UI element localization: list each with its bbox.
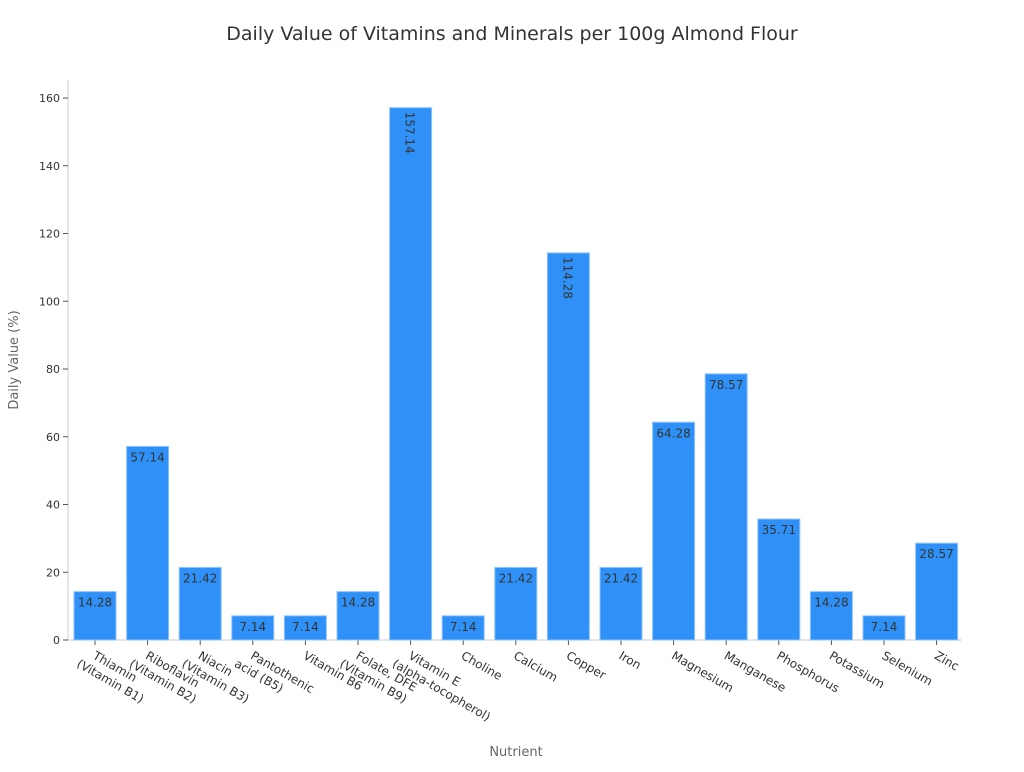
x-tick-label: Calcium (511, 648, 560, 684)
y-tick-label: 40 (46, 499, 60, 512)
bar (73, 591, 117, 641)
y-tick-label: 80 (46, 363, 60, 376)
x-tick-label: Zinc (932, 648, 961, 673)
data-label: 7.14 (292, 620, 319, 634)
y-tick-label: 160 (39, 92, 60, 105)
data-label: 21.42 (604, 571, 638, 585)
chart-title: Daily Value of Vitamins and Minerals per… (226, 23, 798, 45)
y-tick-label: 20 (46, 566, 60, 579)
x-axis-label: Nutrient (489, 745, 542, 760)
bar (915, 542, 959, 641)
data-label: 78.57 (709, 378, 743, 392)
x-tick-label: Choline (459, 648, 505, 683)
bar (283, 615, 327, 641)
bar (441, 615, 485, 641)
data-label: 28.57 (919, 547, 953, 561)
x-tick-label-line: Choline (459, 648, 505, 683)
x-tick-label-line: Selenium (880, 648, 935, 688)
y-axis-label: Daily Value (%) (7, 310, 22, 409)
data-label: 57.14 (130, 450, 164, 464)
x-tick-label: Selenium (880, 648, 935, 688)
y-tick-label: 140 (39, 160, 60, 173)
data-label: 114.28 (560, 257, 574, 299)
bar (389, 107, 433, 641)
data-label: 7.14 (239, 620, 266, 634)
data-label: 14.28 (814, 596, 848, 610)
bar (809, 591, 853, 641)
data-label: 7.14 (450, 620, 477, 634)
x-tick-label: Iron (617, 648, 644, 672)
data-label: 14.28 (78, 596, 112, 610)
data-label: 7.14 (871, 620, 898, 634)
bar (599, 566, 643, 641)
data-label: 157.14 (403, 112, 417, 154)
bar (704, 373, 748, 641)
data-label: 35.71 (762, 523, 796, 537)
bar (652, 421, 696, 641)
x-tick-label-line: Iron (617, 648, 644, 672)
y-tick-label: 60 (46, 431, 60, 444)
data-label: 21.42 (183, 571, 217, 585)
bar (494, 566, 538, 641)
x-tick-label-line: Zinc (932, 648, 961, 673)
x-tick-label-line: Calcium (511, 648, 560, 684)
bar (126, 445, 170, 641)
x-tick-label-line: Copper (564, 648, 609, 682)
x-tick-label: Copper (564, 648, 609, 682)
y-tick-label: 100 (39, 295, 60, 308)
data-label: 14.28 (341, 596, 375, 610)
bar (336, 591, 380, 641)
data-label: 21.42 (499, 571, 533, 585)
bar (231, 615, 275, 641)
data-label: 64.28 (656, 426, 690, 440)
bar (862, 615, 906, 641)
bar (178, 566, 222, 641)
y-tick-label: 0 (53, 634, 60, 647)
y-tick-label: 120 (39, 228, 60, 241)
bar (757, 518, 801, 641)
bar (546, 252, 590, 641)
